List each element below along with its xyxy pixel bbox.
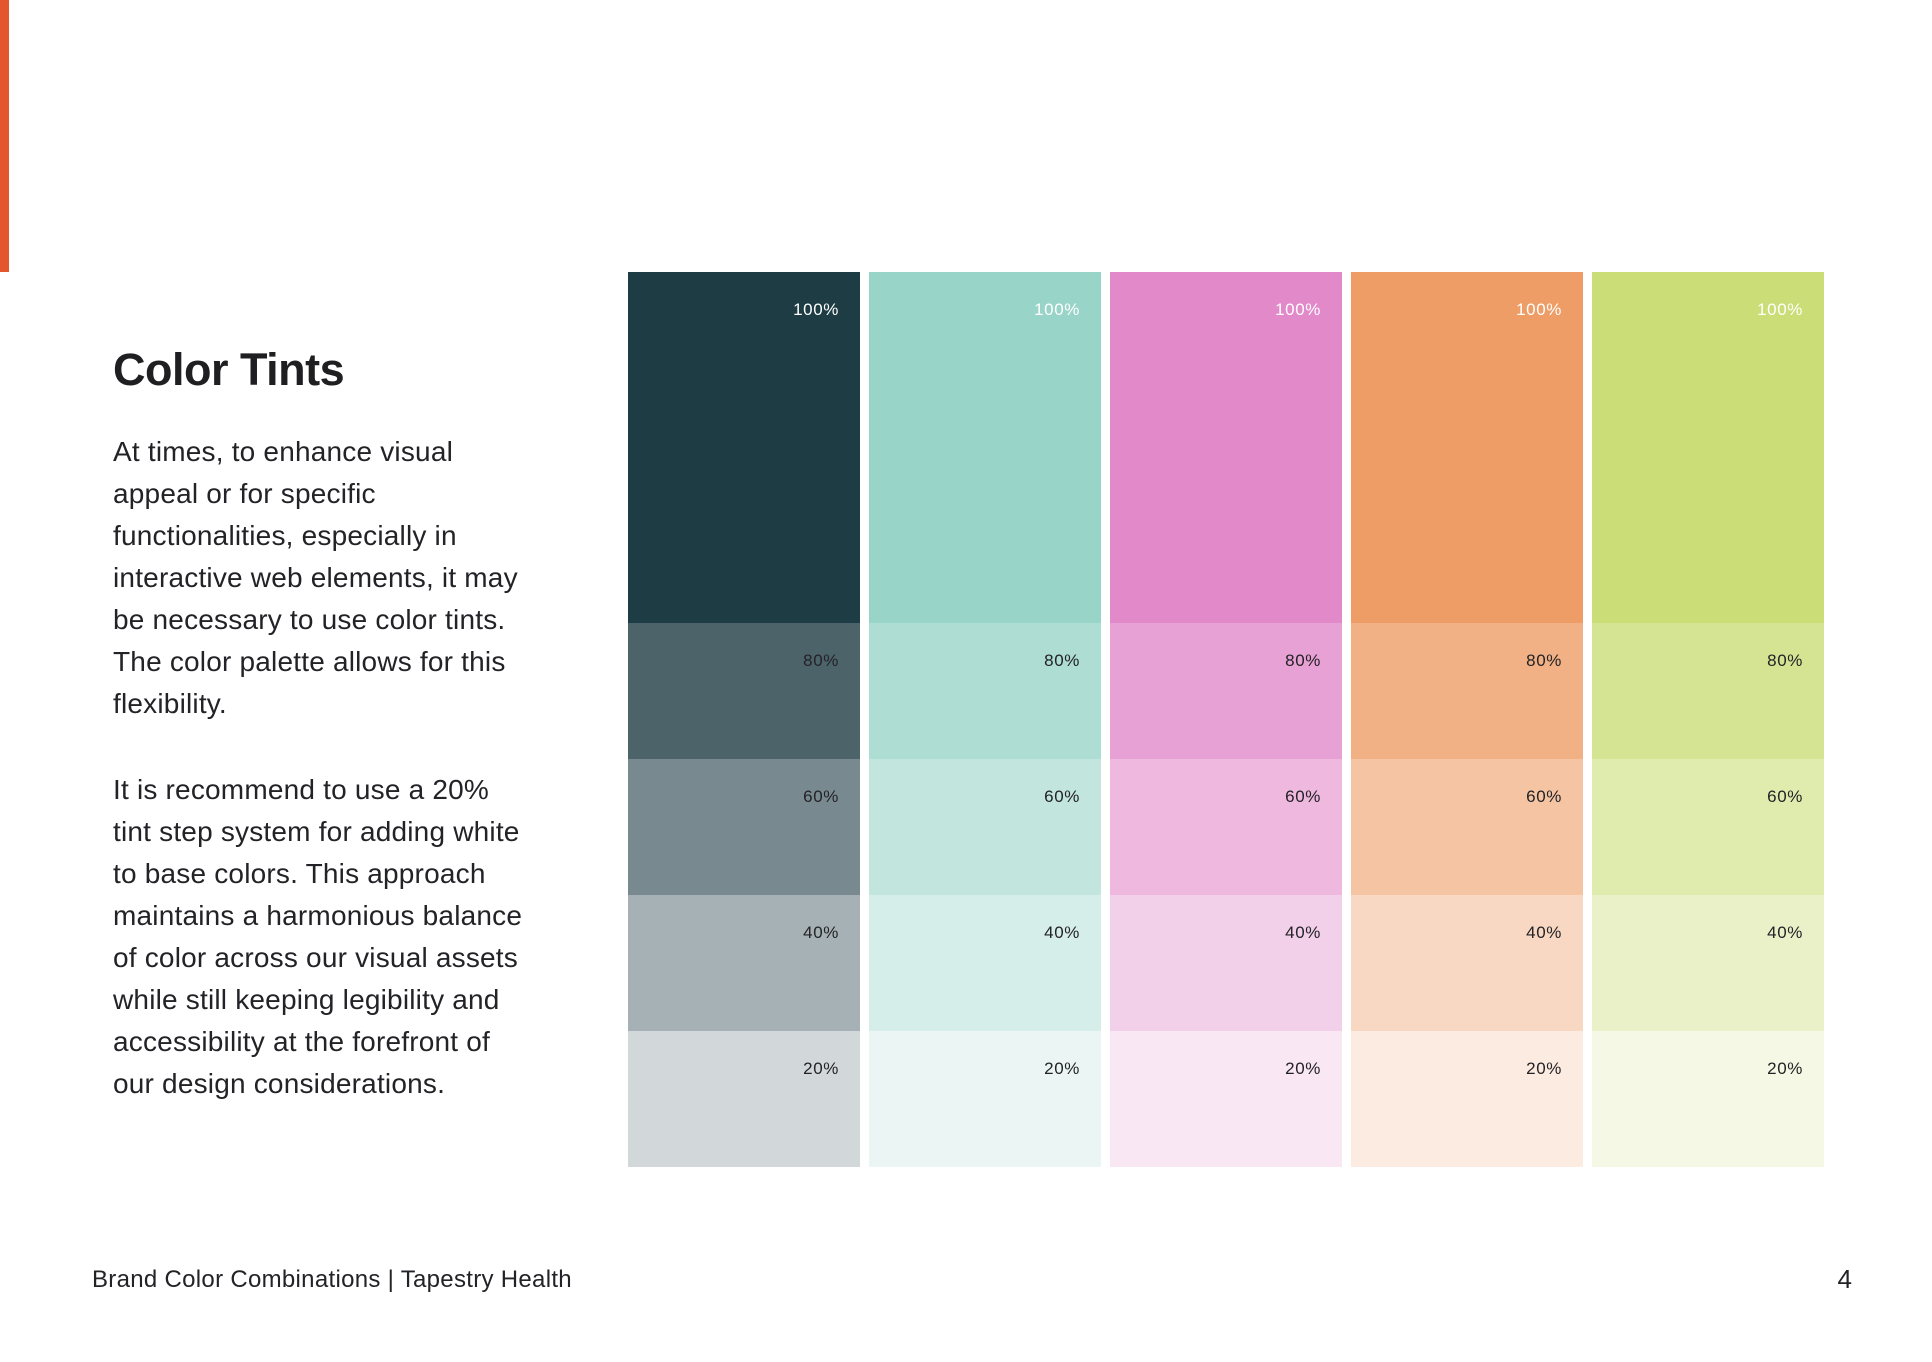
paragraph-line: to base colors. This approach: [113, 858, 486, 890]
paragraph-line: The color palette allows for this: [113, 646, 506, 678]
tint-swatch-mint-20pct: 20%: [869, 1031, 1101, 1167]
paragraph-line: our design considerations.: [113, 1068, 446, 1100]
tint-swatch-orange-100pct: 100%: [1351, 272, 1583, 623]
paragraph-line: of color across our visual assets: [113, 942, 518, 974]
tint-percentage-label: 80%: [1767, 651, 1803, 670]
tint-percentage-label: 100%: [1275, 300, 1321, 319]
tint-swatch-pink-60pct: 60%: [1110, 759, 1342, 895]
paragraph-line: tint step system for adding white: [113, 816, 520, 848]
tint-grid: 100% 80% 60% 40% 20% 100% 80% 60% 40% 20% 100% 80% 6…: [628, 272, 1824, 1167]
tint-swatch-pink-100pct: 100%: [1110, 272, 1342, 623]
tint-column-pink: 100% 80% 60% 40% 20%: [1110, 272, 1342, 1167]
footer-document-title: Brand Color Combinations | Tapestry Heal…: [92, 1266, 572, 1293]
tint-swatch-mint-60pct: 60%: [869, 759, 1101, 895]
tint-swatch-pink-40pct: 40%: [1110, 895, 1342, 1031]
tint-percentage-label: 80%: [1285, 651, 1321, 670]
text-column: Color Tints At times, to enhance visual a…: [113, 346, 593, 1149]
tint-percentage-label: 60%: [1767, 787, 1803, 806]
tint-swatch-mint-40pct: 40%: [869, 895, 1101, 1031]
tint-percentage-label: 60%: [1044, 787, 1080, 806]
tint-swatch-dark-teal-20pct: 20%: [628, 1031, 860, 1167]
tint-percentage-label: 40%: [1044, 923, 1080, 942]
tint-percentage-label: 60%: [803, 787, 839, 806]
tint-swatch-orange-60pct: 60%: [1351, 759, 1583, 895]
tint-swatch-dark-teal-80pct: 80%: [628, 623, 860, 759]
tint-swatch-pink-20pct: 20%: [1110, 1031, 1342, 1167]
tint-percentage-label: 20%: [803, 1059, 839, 1078]
tint-percentage-label: 80%: [1526, 651, 1562, 670]
paragraph-line: be necessary to use color tints.: [113, 604, 506, 636]
tint-swatch-dark-teal-40pct: 40%: [628, 895, 860, 1031]
tint-swatch-mint-80pct: 80%: [869, 623, 1101, 759]
tint-swatch-pink-80pct: 80%: [1110, 623, 1342, 759]
paragraph-line: It is recommend to use a 20%: [113, 774, 489, 806]
page-title: Color Tints: [113, 344, 345, 395]
paragraph-line: flexibility.: [113, 688, 227, 720]
tint-percentage-label: 100%: [793, 300, 839, 319]
tint-percentage-label: 20%: [1526, 1059, 1562, 1078]
paragraph-line: maintains a harmonious balance: [113, 900, 523, 932]
paragraph-line: accessibility at the forefront of: [113, 1026, 490, 1058]
tint-swatch-lime-80pct: 80%: [1592, 623, 1824, 759]
tint-percentage-label: 80%: [1044, 651, 1080, 670]
tint-percentage-label: 60%: [1526, 787, 1562, 806]
tint-column-orange: 100% 80% 60% 40% 20%: [1351, 272, 1583, 1167]
tint-swatch-orange-40pct: 40%: [1351, 895, 1583, 1031]
tint-percentage-label: 40%: [803, 923, 839, 942]
tint-column-dark-teal: 100% 80% 60% 40% 20%: [628, 272, 860, 1167]
tint-percentage-label: 60%: [1285, 787, 1321, 806]
tint-percentage-label: 40%: [1526, 923, 1562, 942]
tint-percentage-label: 100%: [1034, 300, 1080, 319]
tint-column-mint: 100% 80% 60% 40% 20%: [869, 272, 1101, 1167]
tint-percentage-label: 80%: [803, 651, 839, 670]
tint-system-paragraph: It is recommend to use a 20% tint step sy…: [113, 769, 593, 1105]
tint-swatch-dark-teal-100pct: 100%: [628, 272, 860, 623]
tint-swatch-lime-100pct: 100%: [1592, 272, 1824, 623]
paragraph-line: while still keeping legibility and: [113, 984, 500, 1016]
tint-swatch-orange-20pct: 20%: [1351, 1031, 1583, 1167]
paragraph-line: functionalities, especially in: [113, 520, 457, 552]
tint-swatch-mint-100pct: 100%: [869, 272, 1101, 623]
tint-swatch-lime-20pct: 20%: [1592, 1031, 1824, 1167]
page-edge-accent-bar: [0, 0, 9, 272]
tint-percentage-label: 20%: [1285, 1059, 1321, 1078]
tint-percentage-label: 20%: [1767, 1059, 1803, 1078]
tint-percentage-label: 100%: [1516, 300, 1562, 319]
tint-percentage-label: 20%: [1044, 1059, 1080, 1078]
tint-column-lime: 100% 80% 60% 40% 20%: [1592, 272, 1824, 1167]
tint-swatch-lime-60pct: 60%: [1592, 759, 1824, 895]
tint-swatch-orange-80pct: 80%: [1351, 623, 1583, 759]
paragraph-line: At times, to enhance visual: [113, 436, 454, 468]
tint-percentage-label: 40%: [1285, 923, 1321, 942]
tint-percentage-label: 100%: [1757, 300, 1803, 319]
tint-swatch-dark-teal-60pct: 60%: [628, 759, 860, 895]
tint-percentage-label: 40%: [1767, 923, 1803, 942]
paragraph-line: appeal or for specific: [113, 478, 376, 510]
paragraph-line: interactive web elements, it may: [113, 562, 518, 594]
intro-paragraph: At times, to enhance visual appeal or for…: [113, 431, 593, 725]
tint-swatch-lime-40pct: 40%: [1592, 895, 1824, 1031]
page-number: 4: [1837, 1264, 1852, 1294]
